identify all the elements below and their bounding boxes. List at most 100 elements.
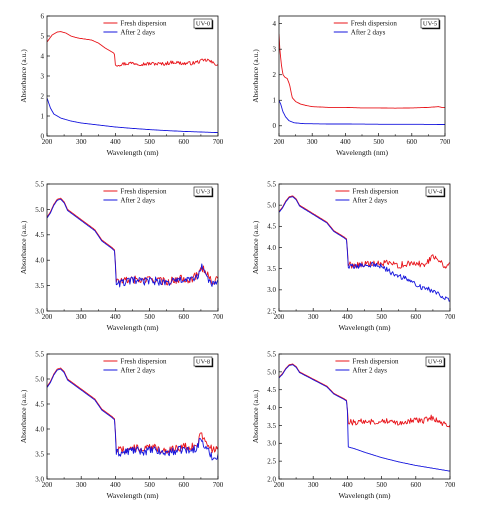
uv-4-y-tick-label: 5.0 <box>267 202 276 210</box>
uv-0-badge-label: UV-0 <box>196 21 210 28</box>
uv-3-x-tick-label: 400 <box>110 313 121 321</box>
uv-0-y-tick-label: 4 <box>41 52 45 60</box>
uv-3-x-tick-label: 300 <box>76 313 87 321</box>
uv-5-x-tick-label: 600 <box>407 138 418 146</box>
uv-8-y-axis-label: Absorbance (a.u.) <box>19 389 28 443</box>
uv-0-y-tick-label: 5 <box>41 32 45 40</box>
uv-0-y-tick-label: 1 <box>41 112 45 120</box>
uv-4-y-axis-label: Absorbance (a.u.) <box>251 220 260 274</box>
uv-3-y-tick-label: 3.5 <box>35 282 44 290</box>
uv-9-badge-label: UV-9 <box>428 359 442 366</box>
uv-0-x-tick-label: 500 <box>144 138 155 146</box>
uv-8-series-after-2-days-line <box>47 368 218 461</box>
uv-0-legend-label: After 2 days <box>120 28 155 36</box>
uv-9-x-tick-label: 500 <box>376 481 387 489</box>
uv-8-series-group <box>47 367 218 461</box>
uv-8-chart: 200 300 400 500 600 700 3.0 3.5 4.0 4.5 5.0 5.5 Wave… <box>19 350 224 500</box>
uv-9-y-tick-label: 2.5 <box>267 458 276 466</box>
uv-4-series-fresh-dispersion-line <box>279 195 450 269</box>
uv-3-x-tick-label: 500 <box>144 313 155 321</box>
uv-3-x-tick-label: 200 <box>42 313 53 321</box>
uv-0-y-tick-label: 3 <box>41 72 45 80</box>
uv-8-x-tick-label: 200 <box>42 481 53 489</box>
uv-9-y-tick-label: 3.5 <box>267 422 276 430</box>
uv-0-x-axis-label: Wavelength (nm) <box>106 148 159 157</box>
uv-3-x-tick-label: 600 <box>179 313 190 321</box>
uv-5-y-tick-label: 3 <box>273 46 277 54</box>
uv-3-series-group <box>47 197 218 288</box>
uv-0-x-tick-label: 600 <box>179 138 190 146</box>
uv-5-x-tick-label: 700 <box>440 138 451 146</box>
uv-8-y-tick-label: 4.0 <box>35 425 44 433</box>
uv-4-x-tick-label: 300 <box>308 313 319 321</box>
uv-8-y-tick-label: 4.5 <box>35 400 44 408</box>
uv-5-x-tick-label: 400 <box>340 138 351 146</box>
uv-0-x-tick-label: 300 <box>76 138 87 146</box>
uv-5-y-tick-label: 2 <box>273 71 277 79</box>
uv-4-y-tick-label: 3.0 <box>267 286 276 294</box>
uv-4-legend-label: Fresh dispersion <box>352 187 399 195</box>
uv-5-x-tick-label: 300 <box>307 138 318 146</box>
uv-3-chart: 200 300 400 500 600 700 3.0 3.5 4.0 4.5 5.0 5.5 Wave… <box>19 180 224 332</box>
uv-4-y-tick-label: 2.5 <box>267 307 276 315</box>
uv-4-x-axis-label: Wavelength (nm) <box>338 323 391 332</box>
uv-5-badge <box>420 18 440 29</box>
uv-9-badge <box>425 356 445 367</box>
uv-3-y-tick-label: 3.0 <box>35 307 44 315</box>
uv-5-series-after-2-days-line <box>279 100 445 125</box>
uv-4-y-tick-label: 4.0 <box>267 244 276 252</box>
uv-4-x-tick-label: 600 <box>411 313 422 321</box>
uv-8-series-fresh-dispersion-line <box>47 367 218 454</box>
uv-5-y-axis-label: Absorbance (a.u.) <box>251 49 260 103</box>
uv-9-legend-label: Fresh dispersion <box>352 357 399 365</box>
uv-8-x-tick-label: 400 <box>110 481 121 489</box>
uv-0-y-axis-label: Absorbance (a.u.) <box>19 49 28 103</box>
uv-3-y-tick-label: 4.5 <box>35 231 44 239</box>
uv-9-x-tick-label: 300 <box>308 481 319 489</box>
uv-0-x-tick-label: 700 <box>213 138 224 146</box>
uv-0-series-group <box>47 31 218 134</box>
uv-3-y-tick-label: 5.0 <box>35 206 44 214</box>
uv-9-x-axis-label: Wavelength (nm) <box>338 491 391 500</box>
uv-8-y-tick-label: 3.5 <box>35 450 44 458</box>
uv-0-x-tick-label: 400 <box>110 138 121 146</box>
uv-4-x-tick-label: 400 <box>342 313 353 321</box>
uv-9-y-tick-label: 4.5 <box>267 386 276 394</box>
uv-9-y-tick-label: 3.0 <box>267 440 276 448</box>
uv-8-legend-label: Fresh dispersion <box>120 357 167 365</box>
uv-9-series-fresh-dispersion-line <box>279 363 450 428</box>
uv-5-chart: 200 300 400 500 600 700 0 1 2 3 4 Wavelength (nm) Ab… <box>251 15 451 157</box>
uv-9-x-tick-label: 600 <box>411 481 422 489</box>
uv-4-y-tick-label: 4.5 <box>267 223 276 231</box>
uv-3-series-after-2-days-line <box>47 198 218 288</box>
uv-3-badge <box>193 186 213 197</box>
uv-8-x-axis-label: Wavelength (nm) <box>106 491 159 500</box>
uv-8-x-tick-label: 700 <box>213 481 224 489</box>
uv-0-x-tick-label: 200 <box>42 138 53 146</box>
uv-4-legend-label: After 2 days <box>352 196 387 204</box>
uv-8-y-tick-label: 5.5 <box>35 350 44 358</box>
uv-3-x-tick-label: 700 <box>213 313 224 321</box>
uv-5-x-axis-label: Wavelength (nm) <box>336 148 389 157</box>
uv-5-y-tick-label: 0 <box>273 122 277 130</box>
uv-0-series-after-2-days-line <box>47 97 218 134</box>
uv-9-series-group <box>279 363 450 472</box>
uv-8-y-tick-label: 5.0 <box>35 375 44 383</box>
uv-4-badge <box>425 186 445 197</box>
uv-4-badge-label: UV-4 <box>428 189 443 196</box>
uv-0-y-tick-label: 0 <box>41 132 45 140</box>
uv-9-legend-label: After 2 days <box>352 366 387 374</box>
uv-8-badge-label: UV-8 <box>196 359 210 366</box>
uv-5-series-group <box>279 33 445 125</box>
uv-9-y-tick-label: 5.0 <box>267 368 276 376</box>
uv-9-y-axis-label: Absorbance (a.u.) <box>251 389 260 443</box>
uv-9-series-after-2-days-line <box>279 364 450 472</box>
uv-8-x-tick-label: 500 <box>144 481 155 489</box>
uv-4-y-tick-label: 3.5 <box>267 265 276 273</box>
uv-3-x-axis-label: Wavelength (nm) <box>106 323 159 332</box>
uv-3-y-tick-label: 5.5 <box>35 180 44 188</box>
uv-4-chart: 200 300 400 500 600 700 2.5 3.0 3.5 4.0 4.5 5.0 5.5 W… <box>251 180 456 332</box>
uv-9-y-tick-label: 5.5 <box>267 350 276 358</box>
uv-0-series-fresh-dispersion-line <box>47 31 218 67</box>
uv-0-legend-label: Fresh dispersion <box>120 19 167 27</box>
